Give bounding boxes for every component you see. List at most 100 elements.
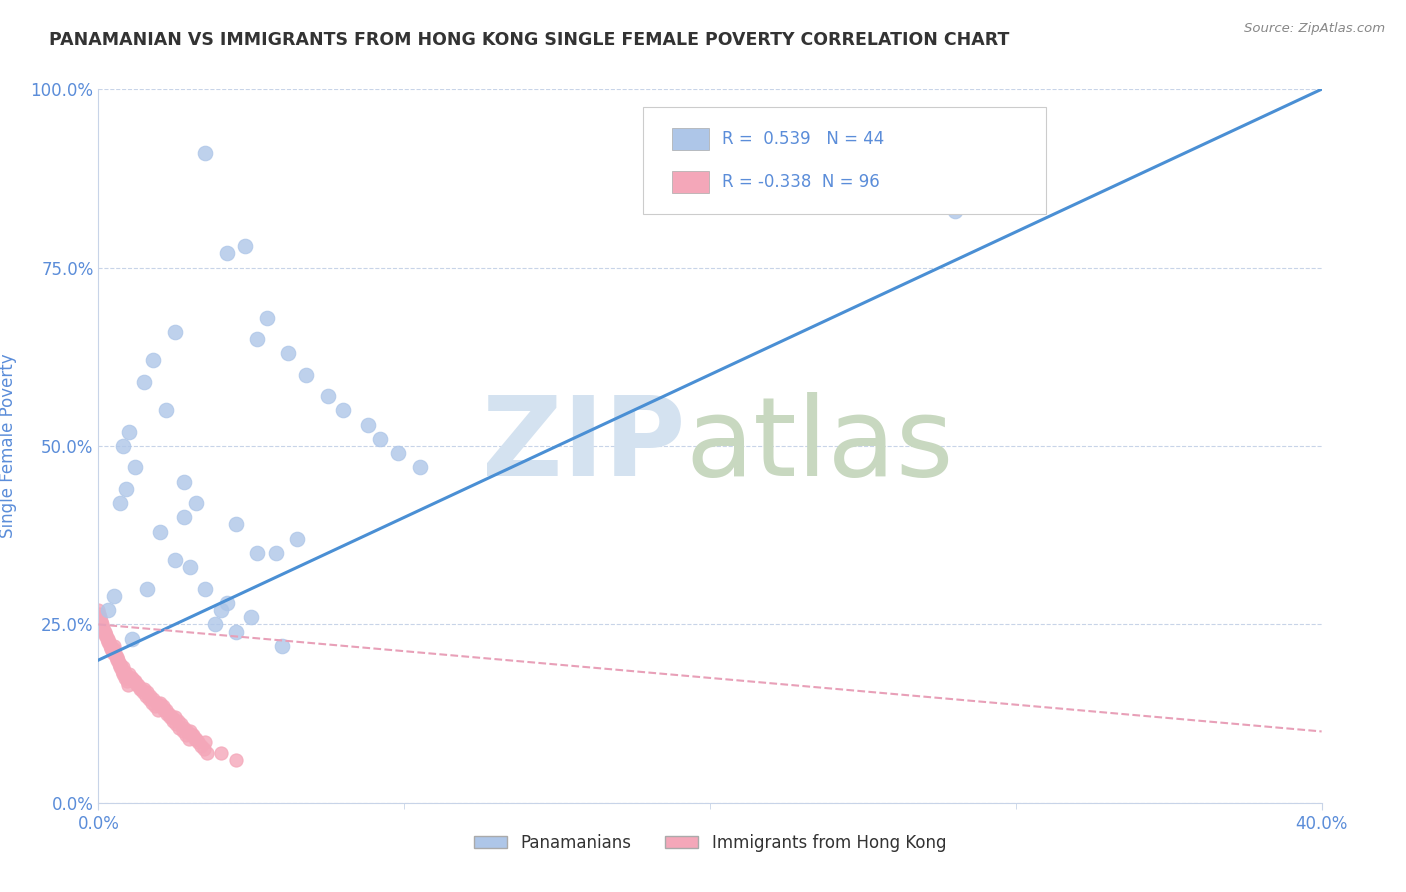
Point: [165, 717, 187, 731]
Text: R = -0.338  N = 96: R = -0.338 N = 96: [723, 173, 880, 191]
Point: [98, 639, 121, 653]
Point: [179, 560, 201, 574]
Point: [162, 714, 184, 728]
Point: [194, 146, 217, 161]
Point: [209, 603, 232, 617]
Point: [159, 710, 181, 724]
Point: [387, 446, 409, 460]
Point: [180, 728, 202, 742]
Point: [111, 660, 134, 674]
Point: [90, 614, 112, 628]
Point: [408, 460, 430, 475]
Point: [172, 724, 194, 739]
Point: [110, 660, 132, 674]
Point: [225, 624, 247, 639]
Text: R =  0.539   N = 44: R = 0.539 N = 44: [723, 130, 884, 148]
Point: [139, 689, 162, 703]
Point: [105, 649, 128, 664]
Point: [136, 582, 159, 596]
Point: [215, 596, 238, 610]
Point: [108, 657, 131, 671]
Point: [155, 703, 177, 717]
Point: [115, 667, 138, 681]
Point: [94, 628, 117, 642]
Point: [169, 721, 191, 735]
Point: [121, 671, 143, 685]
Point: [117, 678, 139, 692]
Point: [194, 735, 217, 749]
Point: [101, 642, 124, 657]
Legend: Panamanians, Immigrants from Hong Kong: Panamanians, Immigrants from Hong Kong: [467, 828, 953, 859]
Point: [89, 610, 111, 624]
Point: [240, 610, 263, 624]
Point: [181, 728, 204, 742]
Point: [128, 681, 150, 696]
Text: PANAMANIAN VS IMMIGRANTS FROM HONG KONG SINGLE FEMALE POVERTY CORRELATION CHART: PANAMANIAN VS IMMIGRANTS FROM HONG KONG …: [49, 31, 1010, 49]
Point: [176, 724, 198, 739]
Point: [98, 635, 121, 649]
Point: [152, 699, 174, 714]
Point: [107, 653, 129, 667]
Point: [167, 714, 190, 728]
Point: [136, 685, 159, 699]
Point: [160, 710, 183, 724]
Point: [143, 699, 166, 714]
Point: [90, 617, 112, 632]
Point: [316, 389, 339, 403]
Point: [153, 703, 176, 717]
Point: [186, 496, 208, 510]
Point: [145, 696, 167, 710]
Point: [108, 657, 131, 671]
Point: [163, 325, 186, 339]
FancyBboxPatch shape: [643, 107, 1046, 214]
Point: [146, 703, 169, 717]
Point: [97, 632, 120, 646]
Point: [121, 632, 143, 646]
Point: [93, 624, 115, 639]
Point: [170, 717, 193, 731]
Point: [91, 621, 114, 635]
Point: [97, 635, 120, 649]
Point: [97, 603, 120, 617]
Point: [156, 706, 179, 721]
Point: [108, 496, 131, 510]
Text: ZIP: ZIP: [482, 392, 686, 500]
FancyBboxPatch shape: [672, 171, 709, 193]
Point: [112, 667, 135, 681]
Point: [332, 403, 354, 417]
Text: atlas: atlas: [686, 392, 955, 500]
Point: [193, 742, 215, 756]
Point: [91, 617, 114, 632]
Point: [195, 746, 218, 760]
Point: [233, 239, 256, 253]
Point: [264, 546, 287, 560]
Point: [184, 731, 207, 746]
Point: [110, 660, 132, 674]
Point: [149, 696, 172, 710]
Point: [225, 517, 247, 532]
Point: [127, 678, 149, 692]
Point: [111, 439, 134, 453]
Text: Source: ZipAtlas.com: Source: ZipAtlas.com: [1244, 22, 1385, 36]
Point: [285, 532, 308, 546]
Y-axis label: Single Female Poverty: Single Female Poverty: [0, 354, 17, 538]
Point: [118, 667, 141, 681]
Point: [225, 753, 247, 767]
Point: [134, 375, 156, 389]
Point: [277, 346, 299, 360]
Point: [135, 689, 157, 703]
FancyBboxPatch shape: [672, 128, 709, 150]
Point: [93, 624, 115, 639]
Point: [103, 589, 125, 603]
Point: [194, 582, 217, 596]
Point: [96, 632, 118, 646]
Point: [150, 699, 173, 714]
Point: [295, 368, 318, 382]
Point: [105, 653, 128, 667]
Point: [163, 710, 186, 724]
Point: [190, 739, 212, 753]
Point: [103, 642, 125, 657]
Point: [132, 685, 155, 699]
Point: [157, 706, 180, 721]
Point: [125, 678, 148, 692]
